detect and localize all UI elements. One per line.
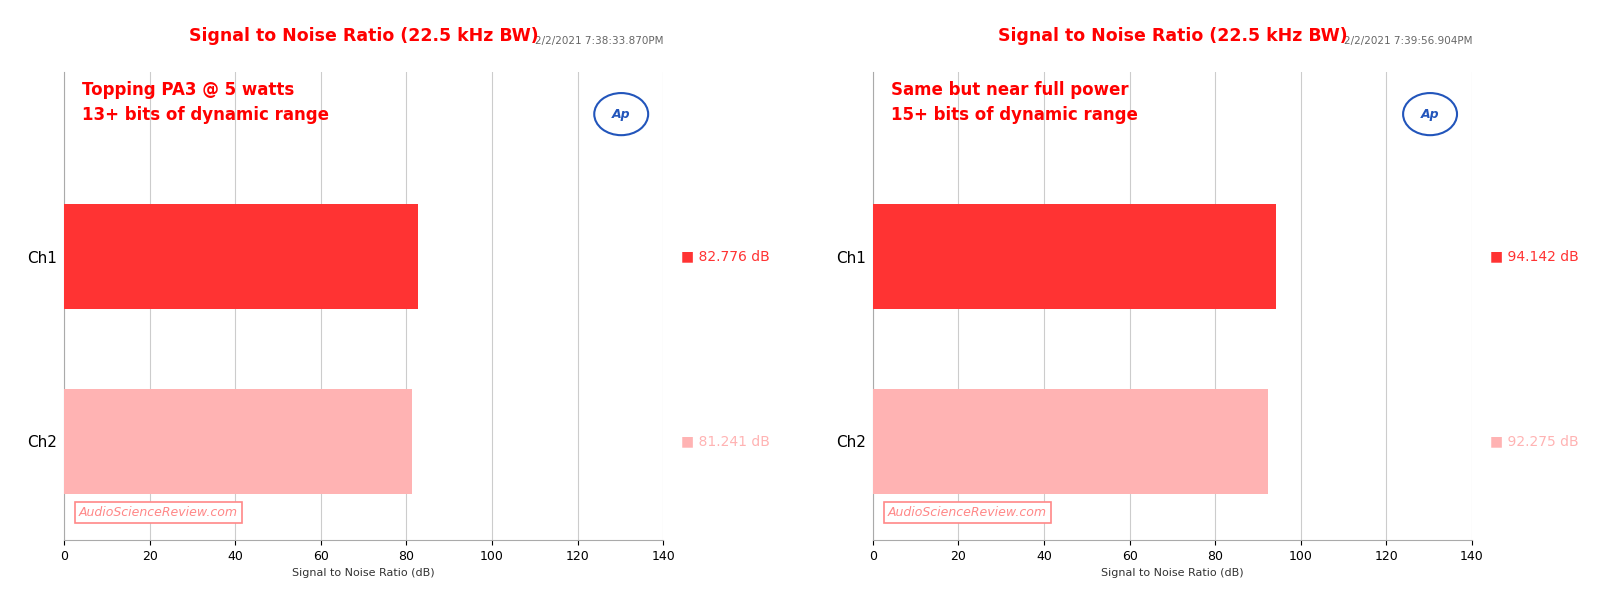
Text: ■ 94.142 dB: ■ 94.142 dB [1490,250,1579,264]
Text: Topping PA3 @ 5 watts
13+ bits of dynamic range: Topping PA3 @ 5 watts 13+ bits of dynami… [82,82,330,124]
Text: ■ 92.275 dB: ■ 92.275 dB [1490,434,1579,448]
Text: AudioScienceReview.com: AudioScienceReview.com [78,506,238,519]
Bar [64,205,418,309]
Text: ■ 82.776 dB: ■ 82.776 dB [682,250,770,264]
Text: Ap: Ap [611,107,630,121]
Text: Ap: Ap [1421,107,1440,121]
X-axis label: Signal to Noise Ratio (dB): Signal to Noise Ratio (dB) [1101,568,1243,578]
Bar [64,389,411,494]
Text: 2/2/2021 7:39:56.904PM: 2/2/2021 7:39:56.904PM [1344,36,1472,46]
Bar [874,389,1267,494]
Bar [874,205,1275,309]
Text: 2/2/2021 7:38:33.870PM: 2/2/2021 7:38:33.870PM [534,36,662,46]
Title: Signal to Noise Ratio (22.5 kHz BW): Signal to Noise Ratio (22.5 kHz BW) [998,28,1347,46]
Text: AudioScienceReview.com: AudioScienceReview.com [888,506,1046,519]
Text: Same but near full power
15+ bits of dynamic range: Same but near full power 15+ bits of dyn… [891,82,1138,124]
Text: ■ 81.241 dB: ■ 81.241 dB [682,434,770,448]
X-axis label: Signal to Noise Ratio (dB): Signal to Noise Ratio (dB) [293,568,435,578]
Title: Signal to Noise Ratio (22.5 kHz BW): Signal to Noise Ratio (22.5 kHz BW) [189,28,538,46]
